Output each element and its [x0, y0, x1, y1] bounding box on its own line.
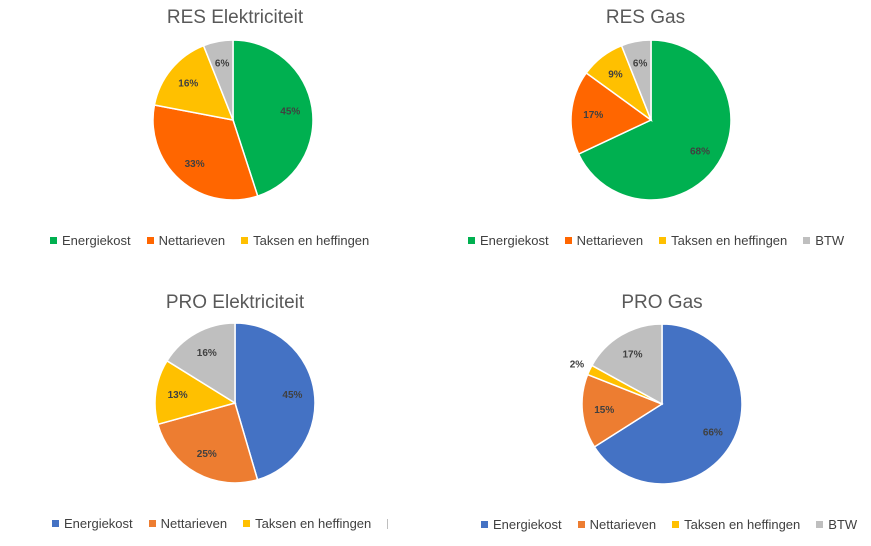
- legend-label: Taksen en heffingen: [671, 233, 788, 248]
- data-label: 13%: [168, 390, 188, 401]
- legend-swatch: [481, 521, 488, 528]
- data-label: 45%: [280, 106, 300, 117]
- legend-item: Taksen en heffingen: [659, 233, 787, 248]
- legend-swatch: [672, 521, 680, 528]
- pie-slice-nettarieven: [581, 373, 664, 448]
- legend-label: Nettarieven: [160, 516, 228, 531]
- legend-swatch: [577, 521, 585, 528]
- legend-overflow-marker: [387, 518, 389, 529]
- data-label: 2%: [570, 359, 585, 370]
- pie-slice-energiekost: [234, 322, 316, 481]
- data-label: 25%: [197, 449, 217, 460]
- legend-label: Taksen en heffingen: [255, 516, 372, 531]
- chart-title: RES Elektriciteit: [166, 7, 304, 28]
- legend-label: Nettarieven: [576, 233, 644, 248]
- data-label: 6%: [633, 59, 648, 70]
- pie-chart: 68% 17% 9% 6%: [570, 39, 732, 201]
- data-label: 33%: [185, 159, 205, 170]
- chart-legend: Energiekost Nettarieven Taksen en heffinge…: [52, 516, 389, 531]
- legend-swatch: [148, 520, 156, 527]
- chart-title: RES Gas: [605, 7, 686, 28]
- legend-swatch: [52, 520, 59, 527]
- pie-slice-btw: [202, 39, 234, 121]
- legend-item: Nettarieven: [148, 516, 228, 531]
- legend-swatch: [241, 237, 249, 244]
- pie-slice-energiekost: [593, 323, 743, 485]
- chart-pro-elektriciteit: PRO Elektriciteit 45% 25% 13% 16% Energieko…: [0, 276, 470, 546]
- legend-label: BTW: [828, 517, 858, 532]
- legend-item: Nettarieven: [564, 233, 644, 248]
- chart-res-gas: RES Gas 68% 17% 9% 6% Energiekost Nettarieve…: [420, 0, 871, 270]
- chart-title: PRO Elektriciteit: [165, 292, 305, 313]
- chart-legend: Energiekost Nettarieven Taksen en heffinge…: [481, 517, 871, 532]
- chart-title: PRO Gas: [621, 292, 703, 313]
- pie-chart: 45% 33% 16% 6%: [152, 39, 314, 201]
- pie-slice-energiekost: [232, 39, 314, 198]
- legend-item: Energiekost: [481, 517, 562, 532]
- pie-chart: 45% 25% 13% 16%: [154, 322, 316, 484]
- chart-legend: Energiekost Nettarieven Taksen en heffinge…: [50, 233, 385, 248]
- legend-label: Energiekost: [64, 516, 133, 531]
- chart-res-elektriciteit: RES Elektriciteit 45% 33% 16% 6% Energiekos…: [0, 0, 470, 270]
- legend-label: Taksen en heffingen: [253, 233, 370, 248]
- pie-slice-nettarieven: [570, 71, 653, 156]
- legend-item: Energiekost: [468, 233, 549, 248]
- legend-swatch: [803, 237, 811, 244]
- data-label: 15%: [594, 405, 614, 416]
- legend-item: Nettarieven: [146, 233, 226, 248]
- data-label: 9%: [608, 70, 623, 81]
- data-label: 17%: [622, 350, 642, 361]
- legend-label: Taksen en heffingen: [684, 517, 801, 532]
- legend-swatch: [564, 237, 572, 244]
- pie-slice-nettarieven: [156, 402, 259, 484]
- legend-swatch: [50, 237, 57, 244]
- chart-pro-gas: PRO Gas 66% 15% 2% 17% Energiekost Nettariev…: [420, 276, 871, 546]
- legend-swatch: [146, 237, 154, 244]
- legend-label: Energiekost: [62, 233, 131, 248]
- legend-item: BTW: [816, 517, 857, 532]
- data-label: 68%: [690, 147, 710, 158]
- legend-swatch: [468, 237, 475, 244]
- legend-item: Taksen en heffingen: [243, 516, 371, 531]
- legend-swatch: [243, 520, 251, 527]
- pie-slice-btw: [165, 322, 236, 405]
- data-label: 6%: [215, 59, 230, 70]
- legend-item: Taksen en heffingen: [672, 517, 800, 532]
- pie-slice-btw: [620, 39, 652, 121]
- legend-label: Energiekost: [480, 233, 549, 248]
- data-label: 17%: [583, 110, 603, 121]
- data-label: 66%: [703, 427, 723, 438]
- pie-chart: 66% 15% 2% 17%: [570, 323, 743, 485]
- legend-swatch: [816, 521, 824, 528]
- pie-slice-nettarieven: [152, 104, 259, 201]
- legend-item: Energiekost: [50, 233, 131, 248]
- legend-item: BTW: [803, 233, 844, 248]
- pie-slice-btw: [590, 323, 663, 406]
- data-label: 16%: [197, 348, 217, 359]
- data-label: 16%: [178, 79, 198, 90]
- legend-label: Nettarieven: [589, 517, 657, 532]
- pie-slice-taksen-en-heffingen: [153, 44, 235, 121]
- legend-item: Energiekost: [52, 516, 133, 531]
- data-label: 45%: [282, 390, 302, 401]
- chart-legend: Energiekost Nettarieven Taksen en heffinge…: [468, 233, 860, 248]
- legend-label: Energiekost: [493, 517, 562, 532]
- legend-item: Nettarieven: [577, 517, 657, 532]
- legend-label: BTW: [815, 233, 845, 248]
- legend-label: Nettarieven: [158, 233, 226, 248]
- legend-swatch: [659, 237, 667, 244]
- pie-slice-energiekost: [577, 39, 732, 201]
- legend-item: Taksen en heffingen: [241, 233, 369, 248]
- pie-slice-taksen-en-heffingen: [154, 359, 237, 426]
